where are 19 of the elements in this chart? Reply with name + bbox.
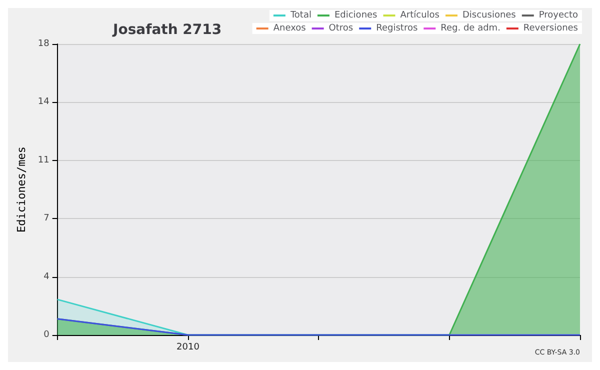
legend-label: Artículos	[400, 10, 440, 20]
y-tick-label: 4	[44, 272, 50, 282]
x-tick-label: 2010	[176, 342, 200, 352]
y-tick-label: 14	[38, 97, 50, 108]
chart-title: Josafath 2713	[112, 22, 222, 38]
y-tick-label: 0	[44, 330, 50, 340]
legend-label: Reg. de adm.	[440, 24, 500, 34]
y-tick-label: 18	[38, 39, 50, 49]
legend-label: Proyecto	[538, 10, 578, 20]
y-tick-label: 7	[44, 214, 50, 224]
legend-label: Reversiones	[523, 24, 578, 34]
y-axis-title: Ediciones/mes	[15, 146, 28, 233]
legend-label: Total	[289, 10, 312, 20]
legend-label: Otros	[328, 24, 354, 34]
legend-label: Ediciones	[334, 10, 378, 20]
y-tick-label: 11	[38, 155, 50, 166]
legend-label: Registros	[376, 24, 418, 34]
legend-label: Anexos	[273, 24, 306, 34]
legend-label: Discusiones	[462, 10, 516, 20]
